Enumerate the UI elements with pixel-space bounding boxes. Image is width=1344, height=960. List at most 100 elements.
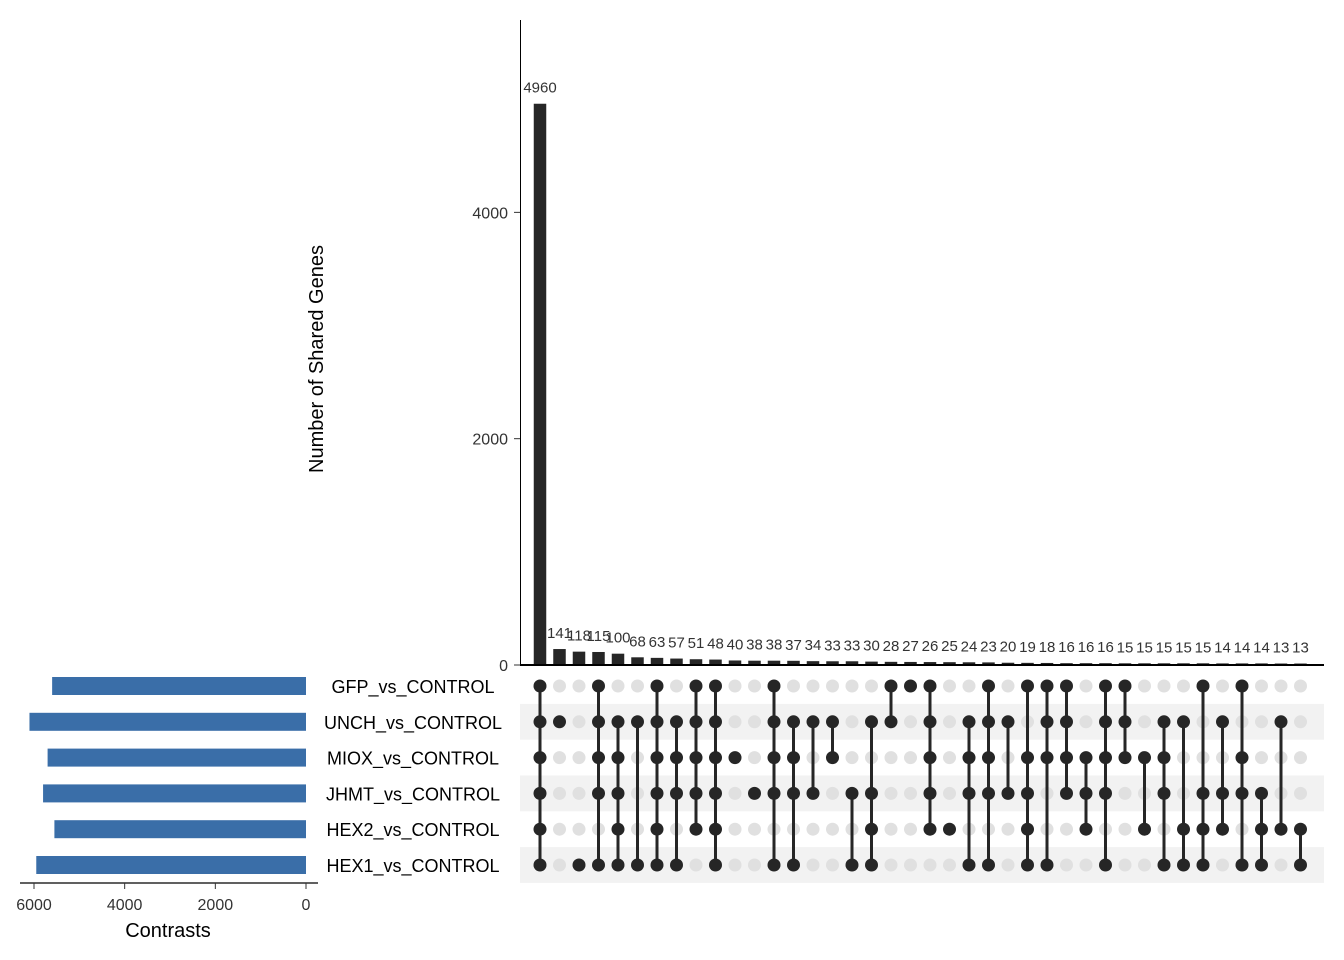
matrix-dot-active bbox=[767, 715, 781, 729]
matrix-dot-inactive bbox=[1294, 786, 1307, 800]
matrix-dot-active bbox=[689, 679, 703, 693]
y-tick-label: 0 bbox=[499, 658, 508, 675]
matrix-dot-inactive bbox=[572, 715, 586, 729]
matrix-dot-active bbox=[533, 715, 547, 729]
matrix-dot-active bbox=[611, 751, 625, 765]
intersection-bar bbox=[962, 662, 976, 665]
matrix-dot-inactive bbox=[1255, 679, 1268, 693]
matrix-dot-active bbox=[904, 679, 917, 693]
intersection-value-label: 4960 bbox=[523, 80, 556, 97]
intersection-bar bbox=[826, 661, 839, 665]
intersection-bar bbox=[611, 653, 625, 665]
matrix-dot-inactive bbox=[572, 751, 586, 765]
matrix-dot-active bbox=[787, 715, 800, 729]
matrix-dot-inactive bbox=[1118, 822, 1132, 836]
matrix-dot-active bbox=[1216, 786, 1229, 800]
intersection-value-label: 24 bbox=[961, 638, 978, 655]
matrix-dot-inactive bbox=[865, 679, 878, 693]
matrix-dot-active bbox=[1294, 822, 1307, 836]
intersection-value-label: 18 bbox=[1039, 639, 1056, 656]
intersection-value-label: 30 bbox=[863, 638, 880, 655]
matrix-dot-active bbox=[787, 858, 800, 872]
matrix-dot-inactive bbox=[943, 679, 956, 693]
matrix-dot-inactive bbox=[670, 679, 683, 693]
matrix-dot-inactive bbox=[1118, 786, 1132, 800]
matrix-dot-inactive bbox=[1138, 679, 1151, 693]
matrix-dot-active bbox=[923, 715, 937, 729]
matrix-dot-active bbox=[709, 822, 722, 836]
set-label: GFP_vs_CONTROL bbox=[331, 677, 494, 698]
matrix-dot-active bbox=[611, 786, 625, 800]
matrix-dot-active bbox=[982, 786, 995, 800]
matrix-dot-active bbox=[1001, 715, 1015, 729]
intersection-bar bbox=[1040, 662, 1054, 665]
matrix-dot-active bbox=[865, 786, 878, 800]
intersection-value-label: 57 bbox=[668, 635, 685, 652]
matrix-dot-active bbox=[1196, 786, 1210, 800]
matrix-dot-inactive bbox=[572, 679, 586, 693]
set-size-bar bbox=[47, 748, 306, 767]
matrix-dot-active bbox=[1118, 715, 1132, 729]
matrix-dot-inactive bbox=[748, 715, 761, 729]
intersection-value-label: 15 bbox=[1156, 639, 1173, 656]
matrix-dot-inactive bbox=[572, 822, 586, 836]
matrix-dot-active bbox=[533, 751, 547, 765]
intersection-value-label: 15 bbox=[1195, 639, 1212, 656]
matrix-dot-inactive bbox=[884, 822, 898, 836]
matrix-dot-active bbox=[689, 715, 703, 729]
matrix-dot-active bbox=[982, 715, 995, 729]
matrix-dot-active bbox=[592, 679, 605, 693]
set-label: UNCH_vs_CONTROL bbox=[324, 713, 502, 734]
matrix-dot-active bbox=[767, 858, 781, 872]
matrix-dot-active bbox=[650, 751, 664, 765]
matrix-dot-active bbox=[1079, 751, 1093, 765]
intersection-bar bbox=[650, 657, 664, 665]
matrix-dot-inactive bbox=[904, 786, 917, 800]
matrix-dot-active bbox=[709, 786, 722, 800]
matrix-dot-inactive bbox=[943, 858, 956, 872]
matrix-dot-active bbox=[1040, 858, 1054, 872]
intersection-bar bbox=[943, 662, 956, 665]
intersection-value-label: 27 bbox=[902, 638, 919, 655]
matrix-dot-active bbox=[1196, 822, 1210, 836]
matrix-dot-active bbox=[1079, 822, 1093, 836]
intersection-value-label: 34 bbox=[805, 637, 822, 654]
matrix-dot-active bbox=[1118, 751, 1132, 765]
matrix-dot-active bbox=[709, 858, 722, 872]
set-size-bar bbox=[52, 677, 307, 695]
matrix-dot-active bbox=[1021, 822, 1034, 836]
matrix-dot-active bbox=[826, 751, 839, 765]
matrix-dot-active bbox=[1235, 858, 1249, 872]
set-size-axis: 6000 4000 2000 0 bbox=[16, 882, 318, 914]
matrix-dot-inactive bbox=[1079, 858, 1093, 872]
matrix-dot-active bbox=[1196, 679, 1210, 693]
intersection-bar bbox=[767, 660, 781, 665]
matrix-dot-active bbox=[1021, 751, 1034, 765]
matrix-dot-active bbox=[1138, 751, 1151, 765]
matrix-dot-active bbox=[1138, 822, 1151, 836]
intersection-bar bbox=[923, 662, 937, 665]
set-label: MIOX_vs_CONTROL bbox=[327, 749, 499, 770]
matrix-dot-active bbox=[592, 786, 605, 800]
matrix-dot-active bbox=[1021, 679, 1034, 693]
matrix-dot-active bbox=[1060, 786, 1073, 800]
intersection-value-label: 141 bbox=[547, 625, 572, 642]
intersection-bar bbox=[884, 661, 898, 665]
matrix-dot-active bbox=[572, 858, 586, 872]
matrix-dot-active bbox=[1040, 679, 1054, 693]
matrix-dot-inactive bbox=[1255, 751, 1268, 765]
matrix-dot-inactive bbox=[904, 858, 917, 872]
matrix-dot-active bbox=[1099, 858, 1112, 872]
matrix-dot-inactive bbox=[943, 715, 956, 729]
intersection-bar bbox=[709, 659, 722, 665]
matrix-dot-inactive bbox=[904, 822, 917, 836]
matrix-dot-active bbox=[1001, 786, 1015, 800]
matrix-dot-active bbox=[670, 715, 683, 729]
matrix-dot-active bbox=[865, 858, 878, 872]
intersection-bar bbox=[631, 657, 644, 665]
matrix-dot-inactive bbox=[553, 786, 566, 800]
matrix-dot-active bbox=[943, 822, 956, 836]
matrix-dot-inactive bbox=[728, 715, 742, 729]
intersection-value-label: 115 bbox=[587, 628, 611, 645]
intersection-value-label: 63 bbox=[649, 634, 666, 651]
